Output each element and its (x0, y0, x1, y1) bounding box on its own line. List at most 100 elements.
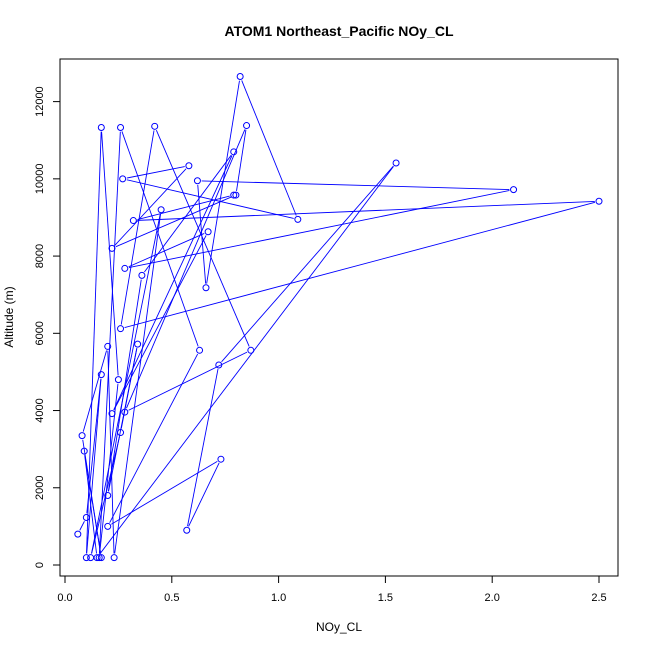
series-segment (99, 166, 394, 555)
chart-title: ATOM1 Northeast_Pacific NOy_CL (225, 23, 454, 39)
data-point (294, 215, 302, 223)
data-point (117, 429, 125, 437)
data-point (114, 376, 122, 384)
data-point (97, 123, 105, 131)
data-point (217, 455, 225, 463)
data-point (104, 491, 112, 499)
data-point (78, 432, 86, 440)
data-point (82, 514, 90, 522)
data-point (157, 206, 165, 214)
series-segment (126, 179, 294, 219)
data-point (104, 342, 112, 350)
x-axis-label: NOy_CL (316, 620, 362, 634)
series-segment (124, 201, 596, 329)
data-point (202, 284, 210, 292)
data-point (236, 73, 244, 81)
data-point (151, 122, 159, 130)
data-point (110, 554, 118, 562)
data-point (104, 522, 112, 530)
data-point (230, 148, 238, 156)
y-tick-label: 2000 (34, 476, 46, 500)
series-segment (121, 131, 199, 347)
series-segment (206, 80, 240, 284)
series-segment (201, 180, 510, 190)
series-segment (79, 521, 85, 531)
data-point (215, 361, 223, 369)
series-segment (144, 154, 232, 273)
data-point (97, 371, 105, 379)
data-point (97, 554, 105, 562)
data-point (134, 340, 142, 348)
series-segment (111, 460, 218, 525)
series-segment (101, 131, 119, 376)
series-segment (82, 439, 102, 554)
series-segment (107, 350, 115, 554)
y-tick-label: 6000 (34, 321, 46, 345)
series-segment (221, 165, 394, 363)
series-segment (188, 462, 220, 527)
series-segment (241, 80, 297, 216)
x-tick-label: 0.0 (57, 592, 72, 604)
data-point (204, 228, 212, 236)
data-point (108, 410, 116, 418)
series-segment (113, 155, 233, 411)
series-segment (115, 196, 233, 248)
data-point (230, 191, 238, 199)
x-axis: 0.0 0.5 1.0 1.5 2.0 2.5 (57, 575, 607, 604)
data-point (119, 175, 127, 183)
data-point (247, 346, 255, 354)
y-tick-label: 0 (34, 562, 46, 568)
x-tick-label: 0.5 (164, 592, 179, 604)
series-segment (137, 195, 230, 220)
y-tick-label: 4000 (34, 398, 46, 422)
series-segment (126, 166, 185, 179)
y-tick-label: 8000 (34, 244, 46, 268)
data-point (392, 159, 400, 167)
series-segment (236, 129, 247, 191)
data-point (121, 264, 129, 272)
series-segment (113, 235, 207, 411)
data-point (82, 554, 90, 562)
data-point (87, 554, 95, 562)
data-point (121, 408, 129, 416)
data-point (183, 526, 191, 534)
series-segment (114, 213, 162, 554)
series-segment (86, 378, 102, 554)
data-point (117, 123, 125, 131)
series-segment (128, 351, 248, 411)
y-tick-label: 10000 (34, 164, 46, 195)
series-layer (74, 73, 603, 562)
data-point (80, 447, 88, 455)
data-point (193, 177, 201, 185)
series-segment (128, 233, 205, 268)
x-tick-label: 1.0 (271, 592, 286, 604)
y-axis: 0 2000 4000 6000 8000 10000 12000 (34, 86, 61, 568)
plot-frame (59, 58, 619, 577)
series-segment (108, 348, 138, 492)
data-point (232, 191, 240, 199)
data-point (196, 346, 204, 354)
series-segment (91, 436, 120, 554)
data-point (185, 162, 193, 170)
series-segment (187, 369, 219, 527)
data-point (595, 197, 603, 205)
series-segment (197, 184, 207, 284)
series-segment (128, 190, 510, 269)
series-segment (109, 353, 199, 523)
x-tick-label: 2.0 (485, 592, 500, 604)
data-point (510, 186, 518, 194)
series-segment (120, 130, 155, 325)
data-point (243, 122, 251, 130)
data-point (138, 271, 146, 279)
data-point (74, 530, 82, 538)
series-segment (126, 129, 246, 409)
x-tick-label: 2.5 (591, 592, 606, 604)
y-tick-label: 12000 (34, 86, 46, 117)
y-axis-label: Altitude (m) (2, 286, 16, 347)
series-segment (82, 350, 107, 432)
data-point (129, 217, 137, 225)
series-segment (114, 168, 187, 246)
data-point (108, 244, 116, 252)
